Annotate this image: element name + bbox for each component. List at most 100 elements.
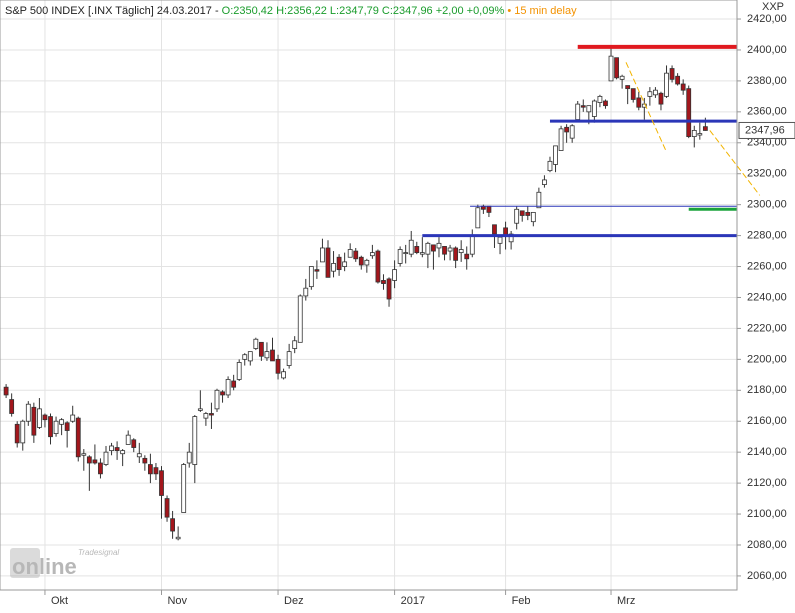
ohlc: O:2350,42 H:2356,22 L:2347,79 C:2347,96 [222,5,433,17]
delay: • 15 min delay [507,5,577,17]
y-tick-label: 2380,00 [747,75,787,87]
candle-body [81,453,87,456]
trend-line [709,130,761,196]
y-tick-label: 2200,00 [747,353,787,365]
logo: Tradesignal online [10,548,119,579]
candle-body [397,249,403,264]
candle-body [247,351,253,362]
candle-body [369,252,375,257]
candle-body [242,354,248,360]
candle-body [669,68,675,80]
marks [3,44,737,541]
candle-body [175,536,181,540]
candle-body [264,351,270,359]
candle-body [214,389,220,410]
candle-body [164,498,170,518]
candle-body [225,379,231,396]
candle-body [547,160,553,172]
candle-body [486,205,492,213]
candle-body [691,130,697,137]
candle-body [331,263,336,272]
y-tick-label: 2120,00 [747,477,787,489]
candle-body [3,386,9,396]
candle-body [591,100,597,117]
logo-top: Tradesignal [78,548,119,557]
candle-body [625,85,631,90]
candle-body [614,57,619,79]
candle-body [664,72,669,97]
candle-body [153,467,159,475]
candle-body [258,341,264,357]
y-tick-label: 2220,00 [747,322,787,334]
candle-body [103,451,109,465]
candle-body [580,105,586,108]
candle-body [558,128,564,151]
candle-body [514,208,520,224]
grid [0,0,737,590]
candle-body [236,362,242,380]
candle-body [542,179,547,185]
candle-body [553,145,558,165]
candle-body [297,295,303,343]
candle-body [209,413,214,416]
y-tick-label: 2160,00 [747,415,787,427]
candle-body [519,210,525,216]
y-tick-label: 2140,00 [747,446,787,458]
candle-body [197,408,203,411]
candle-body [59,419,65,425]
y-tick-label: 2420,00 [747,13,787,25]
candle-body [353,250,359,260]
trend-line [625,62,667,153]
candle-body [608,55,614,82]
candle-body [586,105,592,113]
candle-body [136,453,142,458]
candle-body [109,445,114,452]
candle-body [286,351,292,366]
title: S&P 500 INDEX [.INX Täglich] 24.03.2017 … [5,5,219,17]
logo-main: online [12,554,77,579]
candle-body [48,416,53,438]
candle-body [364,259,370,266]
candle-body [630,88,636,100]
candle-body [159,470,164,496]
candle-body [569,125,575,139]
candle-body [658,92,664,105]
x-tick-label: Mrz [617,595,635,607]
price-label-box [738,121,795,139]
candle-body [70,414,76,422]
candle-body [181,464,187,513]
candle-body [469,235,475,255]
candle-body [386,278,392,300]
candle-body [120,450,126,455]
candle-body [303,287,309,297]
candle-body [342,261,348,267]
candle-body [86,456,92,464]
candle-body [292,340,298,349]
x-tick-label: Feb [512,595,531,607]
candle-body [675,75,681,85]
candle-body [564,126,570,133]
candle-body [114,447,120,452]
axis-code: XXP [762,1,784,13]
candle-body [680,83,686,91]
candle-body [42,414,48,421]
candle-body [525,211,531,216]
candle-body [392,269,397,281]
candle-body [336,256,342,271]
candle-body [702,126,708,131]
candle-body [53,420,59,435]
candle-body [25,403,31,422]
candle-body [431,244,436,252]
candle-body [125,434,131,445]
header: S&P 500 INDEX [.INX Täglich] 24.03.2017 … [5,5,577,17]
candle-body [314,269,320,272]
candle-body [653,89,658,96]
candle-body [464,253,470,260]
candle-body [697,133,703,136]
candle-body [20,420,26,444]
candle-body [14,423,20,444]
candle-body [403,252,409,255]
y-tick-label: 2240,00 [747,291,787,303]
candle-body [447,247,453,252]
candle-body [281,371,286,379]
